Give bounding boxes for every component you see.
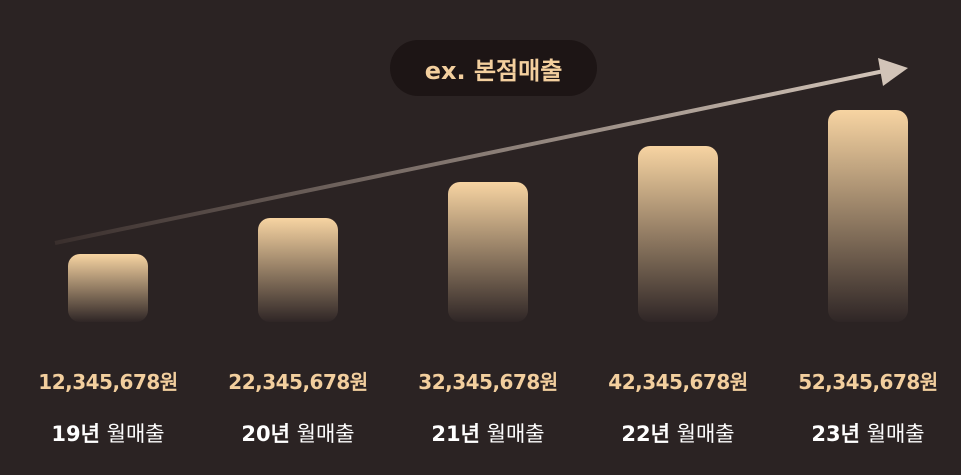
category-year: 22년 — [621, 422, 670, 446]
category-label: 23년 월매출 — [783, 418, 953, 448]
bar-4 — [638, 146, 718, 322]
category-suffix: 월매출 — [670, 422, 735, 446]
category-year: 23년 — [811, 422, 860, 446]
category-year: 20년 — [241, 422, 290, 446]
value-label: 32,345,678원 — [403, 366, 573, 395]
category-label: 22년 월매출 — [593, 418, 763, 448]
value-label: 52,345,678원 — [783, 366, 953, 395]
value-label: 12,345,678원 — [23, 366, 193, 395]
category-suffix: 월매출 — [100, 422, 165, 446]
category-label: 20년 월매출 — [213, 418, 383, 448]
bar-1 — [68, 254, 148, 322]
value-label: 22,345,678원 — [213, 366, 383, 395]
bar-3 — [448, 182, 528, 322]
value-label: 42,345,678원 — [593, 366, 763, 395]
category-suffix: 월매출 — [480, 422, 545, 446]
category-year: 19년 — [51, 422, 100, 446]
category-label: 21년 월매출 — [403, 418, 573, 448]
bar-2 — [258, 218, 338, 322]
category-suffix: 월매출 — [290, 422, 355, 446]
bar-5 — [828, 110, 908, 322]
chart-title: ex. 본점매출 — [390, 40, 597, 96]
category-suffix: 월매출 — [860, 422, 925, 446]
category-year: 21년 — [431, 422, 480, 446]
trend-arrow-head — [878, 58, 908, 86]
category-label: 19년 월매출 — [23, 418, 193, 448]
